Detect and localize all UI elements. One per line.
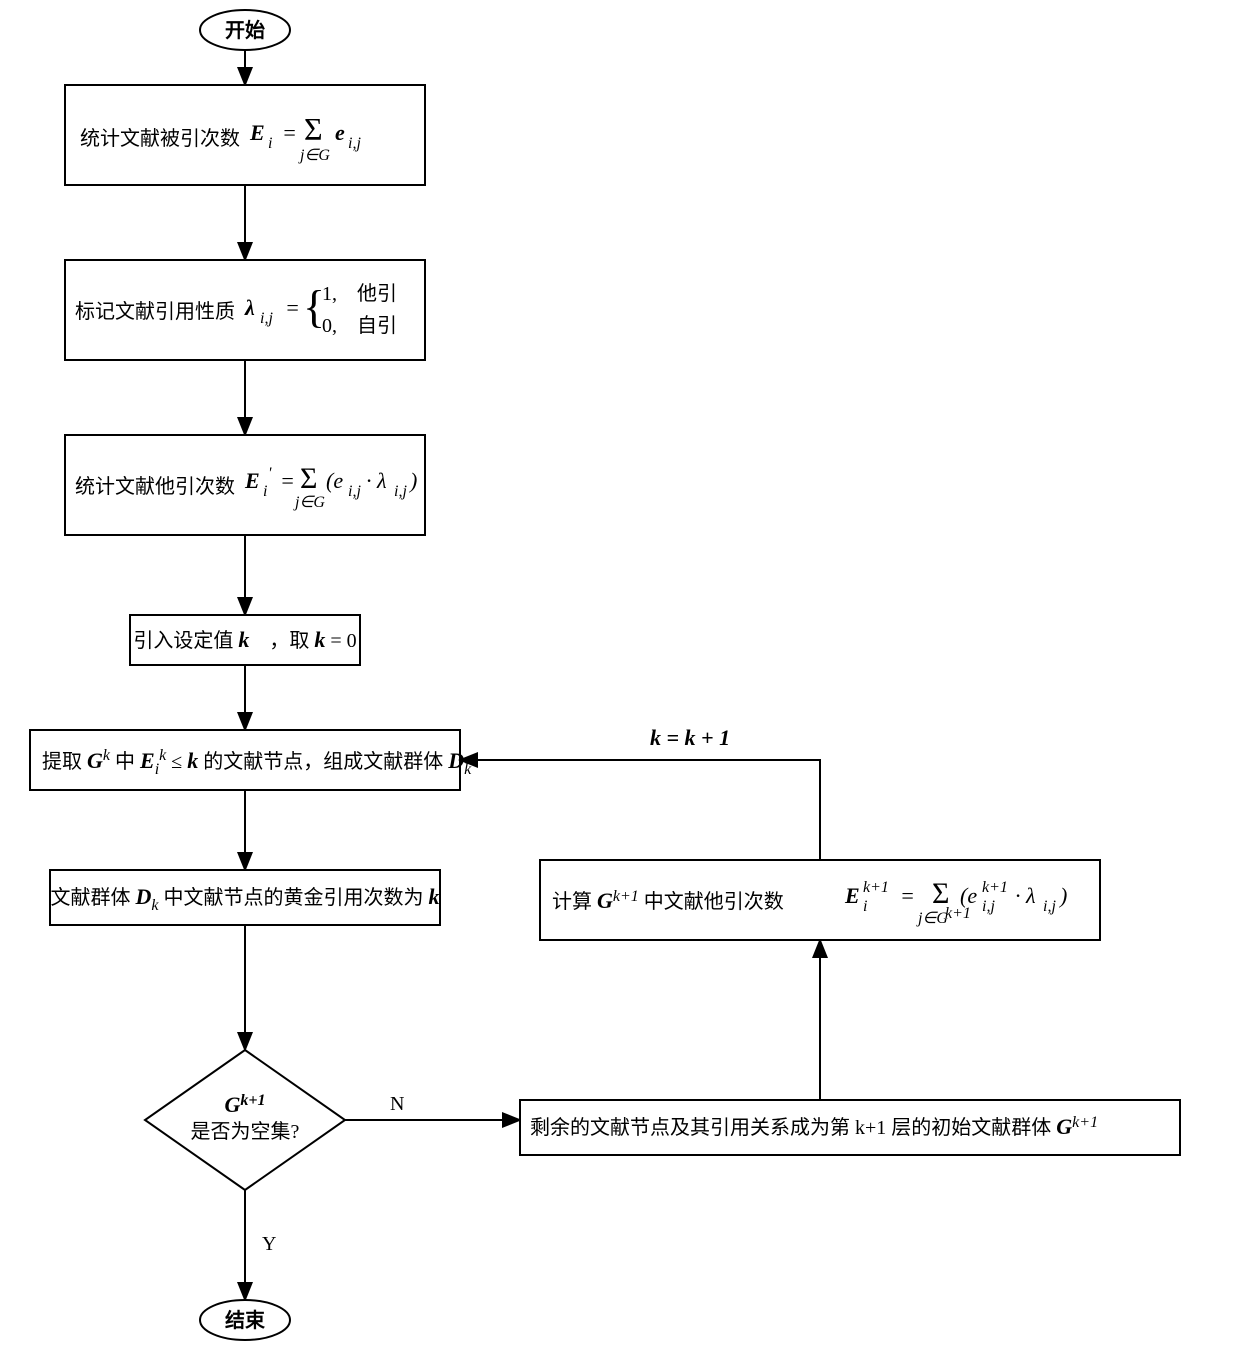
terminal-end-label: 结束 [225, 1308, 266, 1332]
branch-inc-label: k = k + 1 [650, 725, 730, 750]
svg-text:k+1: k+1 [863, 879, 889, 896]
svg-text:i: i [268, 135, 272, 152]
svg-text:': ' [268, 465, 272, 482]
svg-text:i: i [863, 898, 867, 915]
svg-text:E: E [249, 120, 265, 145]
svg-text:Σ: Σ [300, 462, 317, 495]
box-b3-cn: 统计文献他引次数 [75, 475, 235, 498]
flowchart: 开始 统计文献被引次数 E i = Σ j∈G e i,j 标记文献引用性质 λ… [0, 0, 1240, 1355]
svg-text:1, 他引: 1, 他引 [322, 282, 397, 305]
svg-text:i,j: i,j [348, 135, 361, 152]
terminal-start-label: 开始 [225, 18, 265, 42]
svg-text:j∈G: j∈G [293, 494, 325, 511]
svg-text:(e: (e [326, 468, 343, 493]
svg-text:· λ: · λ [366, 468, 387, 493]
decision-d1-line2: 是否为空集? [191, 1120, 300, 1143]
box-b2-cn: 标记文献引用性质 [75, 300, 235, 323]
svg-text:j∈G: j∈G [916, 910, 948, 927]
svg-text:E: E [844, 883, 860, 908]
svg-text:e: e [335, 120, 345, 145]
svg-text:· λ: · λ [1015, 883, 1036, 908]
svg-text:(e: (e [960, 883, 977, 908]
decision-d1 [145, 1050, 345, 1190]
svg-text:0, 自引: 0, 自引 [322, 314, 397, 337]
svg-text:i,j: i,j [982, 898, 995, 915]
svg-text:=: = [900, 883, 915, 908]
svg-text:=: = [280, 468, 295, 493]
branch-no-label: N [390, 1093, 404, 1115]
svg-text:j∈G: j∈G [298, 147, 330, 164]
svg-text:): ) [1058, 883, 1067, 908]
svg-text:i,j: i,j [260, 310, 273, 327]
svg-text:i,j: i,j [348, 483, 361, 500]
svg-text:i,j: i,j [394, 483, 407, 500]
svg-text:λ: λ [244, 295, 255, 320]
svg-text:E: E [244, 468, 260, 493]
branch-yes-label: Y [262, 1233, 276, 1255]
svg-text:): ) [408, 468, 417, 493]
svg-text:k+1: k+1 [982, 879, 1008, 896]
box-b7-cn: 剩余的文献节点及其引用关系成为第 k+1 层的初始文献群体 Gk+1 [530, 1114, 1098, 1139]
arrow-loop [460, 760, 820, 860]
svg-text:i: i [263, 483, 267, 500]
box-b8-cn: 计算 Gk+1 中文献他引次数 [552, 888, 784, 913]
box-b4-cn: 引入设定值 k ，取 k = 0 [133, 627, 356, 652]
svg-text:Σ: Σ [304, 111, 323, 147]
svg-text:=: = [282, 120, 297, 145]
svg-text:i,j: i,j [1043, 898, 1056, 915]
svg-text:=: = [285, 295, 300, 320]
box-b1-cn: 统计文献被引次数 [80, 127, 240, 150]
